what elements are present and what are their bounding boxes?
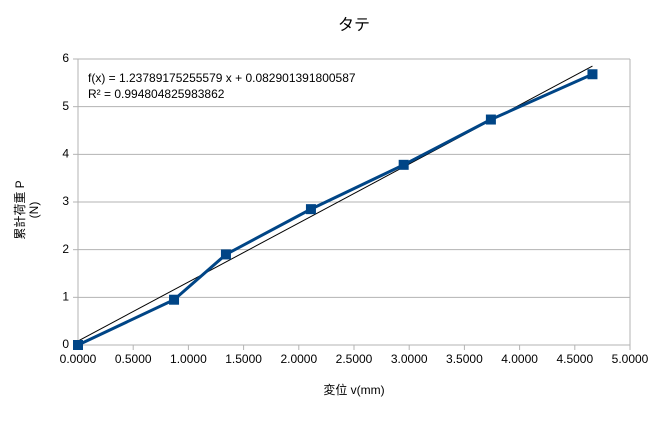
- series-line: [77, 72, 594, 347]
- x-tick-label: 1.5000: [225, 352, 262, 366]
- data-point: [220, 249, 231, 260]
- x-tick-label: 0.0000: [60, 352, 97, 366]
- r-squared: R² = 0.994804825983862: [88, 87, 225, 101]
- data-point: [169, 294, 180, 305]
- y-axis-label: 累計荷重 P (N): [12, 180, 41, 239]
- x-tick-label: 0.5000: [115, 352, 152, 366]
- chart-title: タテ: [338, 16, 370, 34]
- equation: f(x) = 1.23789175255579 x + 0.0829013918…: [88, 71, 356, 85]
- y-tick-label: 6: [62, 51, 69, 65]
- data-point: [73, 340, 83, 350]
- x-tick-label: 4.5000: [556, 352, 593, 366]
- x-tick-label: 3.5000: [446, 352, 483, 366]
- x-tick-label: 3.0000: [391, 352, 428, 366]
- y-tick-label: 4: [62, 147, 69, 161]
- y-axis-label-line: 累計荷重 P: [12, 180, 27, 239]
- data-point: [305, 204, 316, 215]
- data-point: [398, 159, 409, 170]
- y-tick-label: 0: [62, 337, 69, 351]
- y-tick-label: 5: [62, 99, 69, 113]
- x-tick-label: 2.0000: [280, 352, 317, 366]
- y-axis-label-line: (N): [27, 202, 41, 219]
- data-point: [485, 114, 496, 125]
- x-tick-label: 2.5000: [336, 352, 373, 366]
- x-tick-label: 4.0000: [501, 352, 538, 366]
- x-axis-label: 変位 v(mm): [323, 382, 384, 397]
- x-tick-label: 5.0000: [612, 352, 649, 366]
- x-tick-label: 1.0000: [170, 352, 207, 366]
- y-tick-label: 2: [62, 242, 69, 256]
- y-tick-label: 1: [62, 290, 69, 304]
- data-point: [587, 69, 598, 80]
- y-tick-label: 3: [62, 194, 69, 208]
